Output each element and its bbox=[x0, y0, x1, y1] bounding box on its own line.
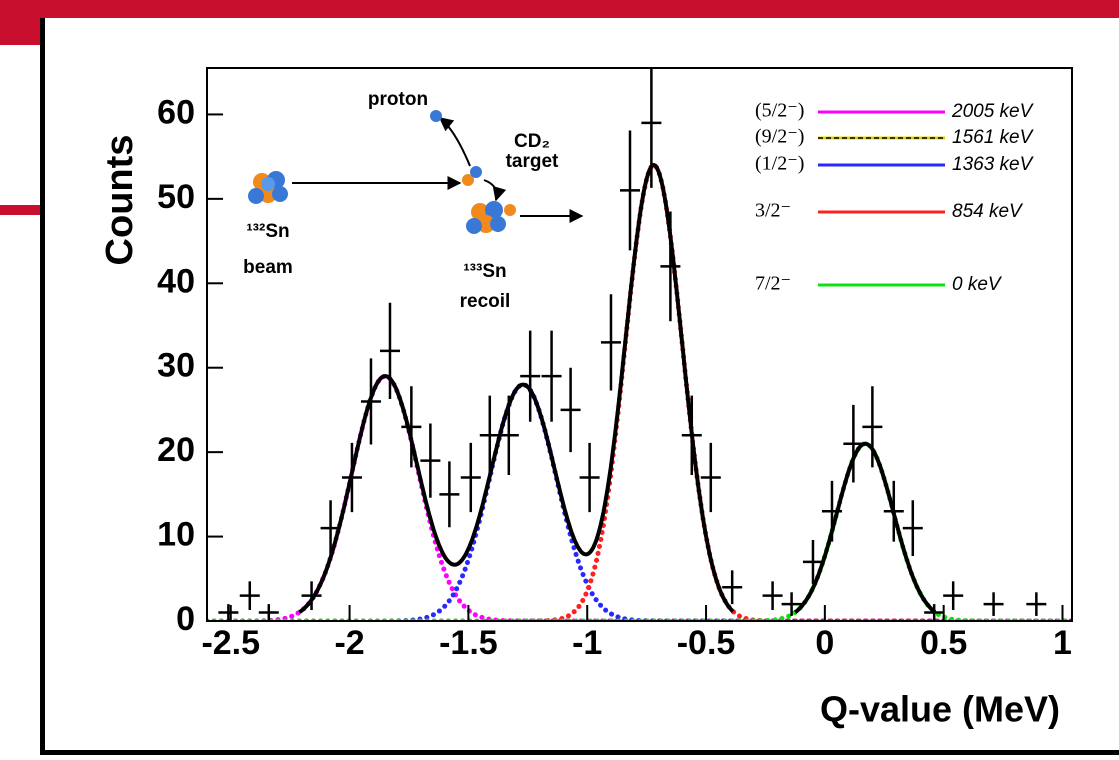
level-energy: 1561 keV bbox=[952, 127, 1035, 148]
x-tick-label: -2 bbox=[334, 624, 364, 662]
level-energy: 1363 keV bbox=[952, 154, 1035, 175]
proton-arrow bbox=[438, 117, 471, 167]
x-tick-label: -2.5 bbox=[201, 624, 260, 662]
nucleus bbox=[248, 171, 288, 204]
y-tick-label: 50 bbox=[157, 178, 195, 216]
component-fit bbox=[207, 382, 1072, 621]
frame-band bbox=[0, 0, 40, 45]
y-tick-label: 10 bbox=[157, 516, 195, 554]
y-tick-label: 20 bbox=[157, 431, 195, 469]
deuteron bbox=[462, 174, 474, 186]
frame-edge bbox=[40, 18, 45, 755]
x-tick-label: 0 bbox=[815, 624, 834, 662]
frame-band bbox=[0, 205, 40, 215]
inset-label: target bbox=[506, 151, 559, 172]
level-spin: 3/2⁻ bbox=[755, 200, 791, 222]
level-spin: (9/2⁻) bbox=[755, 126, 804, 148]
inset-label: ¹³²Sn bbox=[246, 221, 289, 242]
y-tick-label: 30 bbox=[157, 347, 195, 385]
frame-edge bbox=[40, 750, 1119, 755]
inset-label: proton bbox=[368, 89, 428, 110]
inset-label: CD₂ bbox=[514, 131, 550, 152]
x-tick-label: 0.5 bbox=[920, 624, 967, 662]
x-tick-label: -1.5 bbox=[439, 624, 498, 662]
level-energy: 854 keV bbox=[952, 201, 1024, 222]
x-tick-label: -1 bbox=[572, 624, 602, 662]
level-energy: 2005 keV bbox=[951, 101, 1035, 122]
proton bbox=[430, 110, 442, 122]
inset-label: recoil bbox=[460, 291, 511, 312]
level-spin: (5/2⁻) bbox=[755, 100, 804, 122]
level-spin: 7/2⁻ bbox=[755, 273, 791, 295]
reaction-sketch: proton CD₂ target ¹³²Sn beam ¹³³Sn recoi… bbox=[243, 89, 584, 312]
frame-band bbox=[0, 0, 1119, 18]
plot-area bbox=[207, 68, 1072, 621]
x-axis-label: Q-value (MeV) bbox=[820, 689, 1060, 730]
component-fit bbox=[207, 373, 1072, 621]
plot-frame bbox=[206, 67, 1073, 622]
y-tick-label: 0 bbox=[176, 600, 195, 638]
recoil-arrow bbox=[483, 179, 507, 202]
inset-label: ¹³³Sn bbox=[463, 261, 506, 282]
level-spin: (1/2⁻) bbox=[755, 153, 804, 175]
level-energy: 0 keV bbox=[952, 274, 1003, 295]
y-tick-label: 60 bbox=[157, 93, 195, 131]
x-tick-label: 1 bbox=[1053, 624, 1072, 662]
deuteron bbox=[470, 166, 482, 178]
x-tick-label: -0.5 bbox=[677, 624, 736, 662]
inset-label: beam bbox=[243, 257, 293, 278]
y-axis-label: Counts bbox=[99, 135, 141, 266]
component-fit bbox=[207, 162, 1072, 621]
y-tick-label: 40 bbox=[157, 262, 195, 300]
nucleus bbox=[466, 201, 516, 234]
total-fit bbox=[298, 162, 937, 614]
